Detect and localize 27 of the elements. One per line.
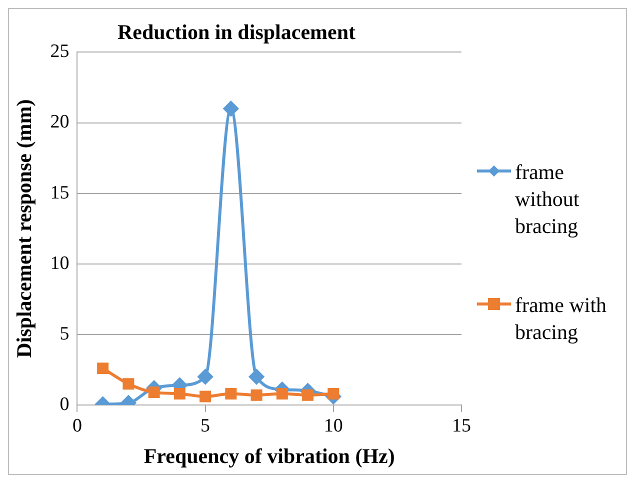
point [249,369,264,384]
x-tick-label: 15 [452,415,471,436]
x-axis-title: Frequency of vibration (Hz) [144,444,395,468]
y-tick-label: 25 [50,41,70,62]
point [122,378,134,390]
point [250,389,262,401]
x-tick-label: 10 [324,415,343,436]
legend-label: frame with bracing [515,292,608,346]
point [174,388,186,400]
y-tick-label: 0 [60,394,70,415]
point [302,389,314,401]
y-tick-label: 10 [50,252,70,274]
legend-label: frame without bracing [515,159,580,240]
point [328,388,340,400]
point [198,369,213,384]
y-axis-title: Displacement response (mm) [12,99,36,358]
y-tick-label: 15 [50,182,70,204]
point [276,388,288,400]
point [200,390,212,402]
point [225,388,237,400]
point [148,386,160,398]
chart-title: Reduction in displacement [117,20,356,44]
y-tick-label: 5 [60,323,70,344]
y-tick-label: 20 [50,112,70,133]
point [223,101,238,116]
point [97,362,109,374]
x-tick-label: 5 [200,415,210,436]
